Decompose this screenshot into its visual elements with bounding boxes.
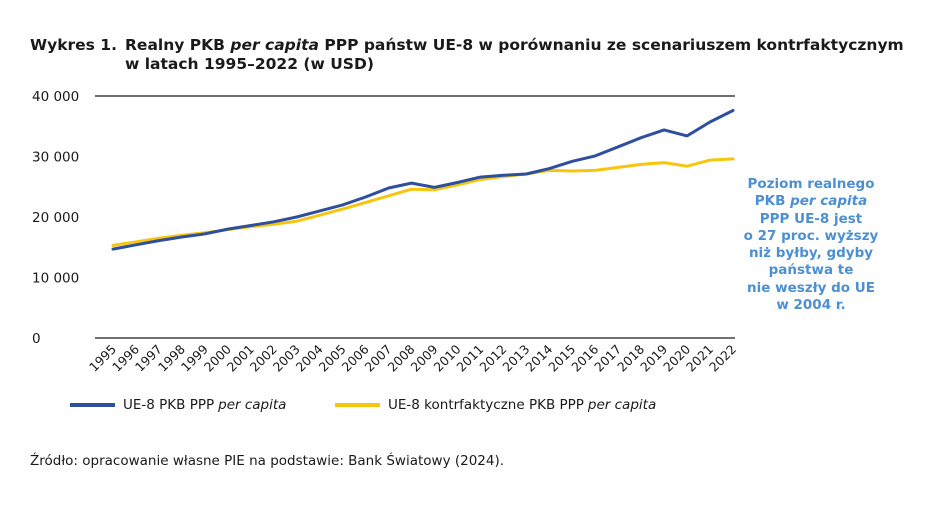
title-part1: Realny PKB xyxy=(125,36,225,54)
y-tick-label: 40 000 xyxy=(32,89,79,105)
title-line2: w latach 1995–2022 (w USD) xyxy=(125,55,374,73)
legend-label-ue8-italic: per capita xyxy=(218,397,287,413)
source-note: Źródło: opracowanie własne PIE na podsta… xyxy=(30,453,505,469)
title-part2: PPP państw UE-8 w porównaniu ze scenariu… xyxy=(324,36,904,54)
legend-swatch-ue8 xyxy=(70,403,115,407)
y-tick-label: 0 xyxy=(32,331,41,347)
title-italic: per capita xyxy=(230,36,319,54)
chart-title: Wykres 1. Realny PKB per capita PPP państ… xyxy=(30,36,930,74)
chart-annotation: Poziom realnego PKB per capita PPP UE-8 … xyxy=(743,176,879,314)
legend-item-ue8: UE-8 PKB PPP per capita xyxy=(70,397,286,413)
legend-label-counterfactual: UE-8 kontrfaktyczne PKB PPP xyxy=(388,397,584,413)
legend-swatch-counterfactual xyxy=(335,403,380,407)
legend-item-counterfactual: UE-8 kontrfaktyczne PKB PPP per capita xyxy=(335,397,656,413)
x-tick-label: 2022 xyxy=(706,342,739,375)
y-tick-label: 20 000 xyxy=(32,210,79,226)
legend-label-counterfactual-italic: per capita xyxy=(587,397,657,413)
y-tick-label: 30 000 xyxy=(32,150,79,166)
legend-label-ue8: UE-8 PKB PPP xyxy=(123,397,215,413)
title-prefix: Wykres 1. xyxy=(30,36,117,54)
series-line-ue8 xyxy=(111,109,735,251)
y-tick-label: 10 000 xyxy=(32,271,79,287)
